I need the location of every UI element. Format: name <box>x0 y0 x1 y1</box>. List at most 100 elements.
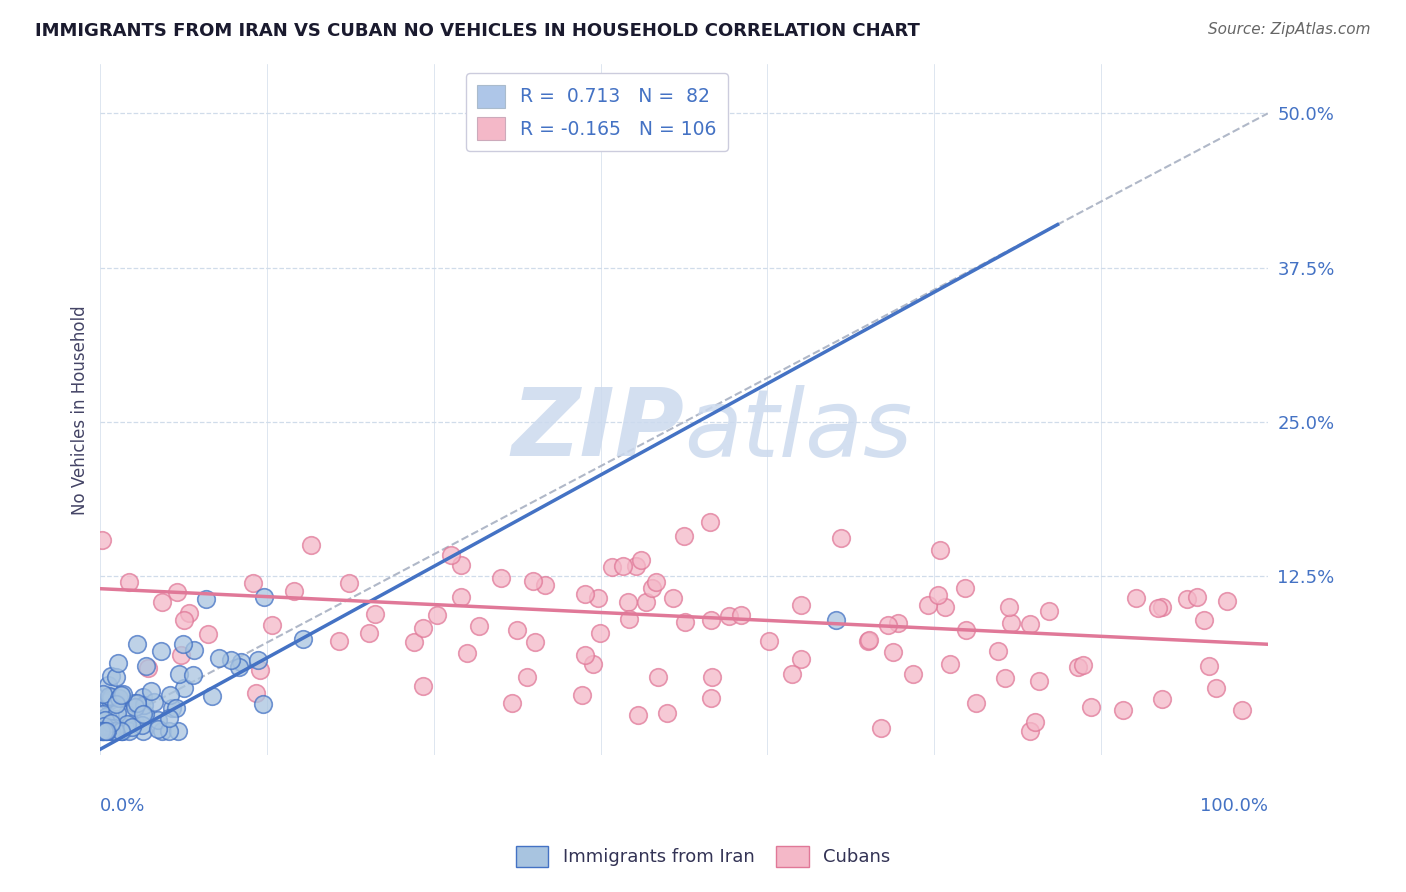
Point <box>870 722 893 736</box>
Point <box>105 712 128 726</box>
Point <box>98 723 121 738</box>
Point <box>166 585 188 599</box>
Point <box>339 575 361 590</box>
Point <box>150 595 173 609</box>
Point <box>662 591 685 605</box>
Point <box>118 575 141 590</box>
Point <box>105 723 128 738</box>
Point <box>110 723 132 738</box>
Point <box>965 696 987 710</box>
Y-axis label: No Vehicles in Household: No Vehicles in Household <box>72 305 89 515</box>
Point <box>197 627 219 641</box>
Point <box>242 576 264 591</box>
Point <box>283 583 305 598</box>
Point <box>170 648 193 662</box>
Point <box>117 716 139 731</box>
Point <box>150 643 173 657</box>
Point <box>172 637 194 651</box>
Point <box>93 723 115 738</box>
Point <box>246 652 269 666</box>
Point <box>159 723 181 738</box>
Point <box>582 657 605 672</box>
Point <box>939 657 962 671</box>
Point <box>91 723 114 738</box>
Point <box>917 599 939 613</box>
Point <box>157 711 180 725</box>
Point <box>134 707 156 722</box>
Point <box>132 723 155 738</box>
Point <box>1185 590 1208 604</box>
Point <box>1080 700 1102 714</box>
Point <box>135 659 157 673</box>
Legend: R =  0.713   N =  82, R = -0.165   N = 106: R = 0.713 N = 82, R = -0.165 N = 106 <box>465 73 728 151</box>
Point <box>994 671 1017 685</box>
Point <box>100 716 122 731</box>
Point <box>516 670 538 684</box>
Point <box>181 667 204 681</box>
Point <box>121 720 143 734</box>
Point <box>98 721 121 735</box>
Point <box>111 723 134 738</box>
Point <box>955 581 977 595</box>
Point <box>856 634 879 648</box>
Point <box>586 591 609 606</box>
Point <box>90 712 112 726</box>
Point <box>150 723 173 738</box>
Point <box>501 696 523 710</box>
Point <box>522 574 544 588</box>
Point <box>641 581 664 595</box>
Point <box>1000 616 1022 631</box>
Point <box>574 648 596 662</box>
Point <box>91 687 114 701</box>
Point <box>93 723 115 737</box>
Point <box>194 592 217 607</box>
Point <box>221 652 243 666</box>
Point <box>534 577 557 591</box>
Point <box>1198 658 1220 673</box>
Point <box>96 723 118 738</box>
Point <box>1019 617 1042 632</box>
Point <box>125 637 148 651</box>
Point <box>824 613 846 627</box>
Point <box>253 590 276 604</box>
Point <box>91 533 114 547</box>
Text: ZIP: ZIP <box>512 384 683 476</box>
Point <box>1150 691 1173 706</box>
Point <box>468 618 491 632</box>
Point <box>229 655 252 669</box>
Point <box>146 713 169 727</box>
Point <box>877 618 900 632</box>
Point <box>997 599 1019 614</box>
Point <box>700 613 723 627</box>
Point <box>1125 591 1147 605</box>
Point <box>456 646 478 660</box>
Point <box>100 723 122 738</box>
Point <box>124 714 146 729</box>
Point <box>228 660 250 674</box>
Point <box>98 693 121 707</box>
Point <box>359 626 381 640</box>
Point <box>1019 723 1042 738</box>
Point <box>112 687 135 701</box>
Point <box>291 632 314 647</box>
Point <box>132 707 155 722</box>
Point <box>588 626 610 640</box>
Point <box>630 553 652 567</box>
Point <box>673 615 696 629</box>
Point <box>96 709 118 723</box>
Point <box>208 651 231 665</box>
Point <box>118 723 141 738</box>
Point <box>201 689 224 703</box>
Point <box>91 706 114 721</box>
Point <box>1024 715 1046 730</box>
Point <box>901 666 924 681</box>
Point <box>97 678 120 692</box>
Point <box>104 698 127 712</box>
Point <box>173 681 195 695</box>
Point <box>717 608 740 623</box>
Point <box>249 663 271 677</box>
Point <box>1175 592 1198 607</box>
Point <box>830 531 852 545</box>
Point <box>90 723 112 738</box>
Point <box>104 723 127 738</box>
